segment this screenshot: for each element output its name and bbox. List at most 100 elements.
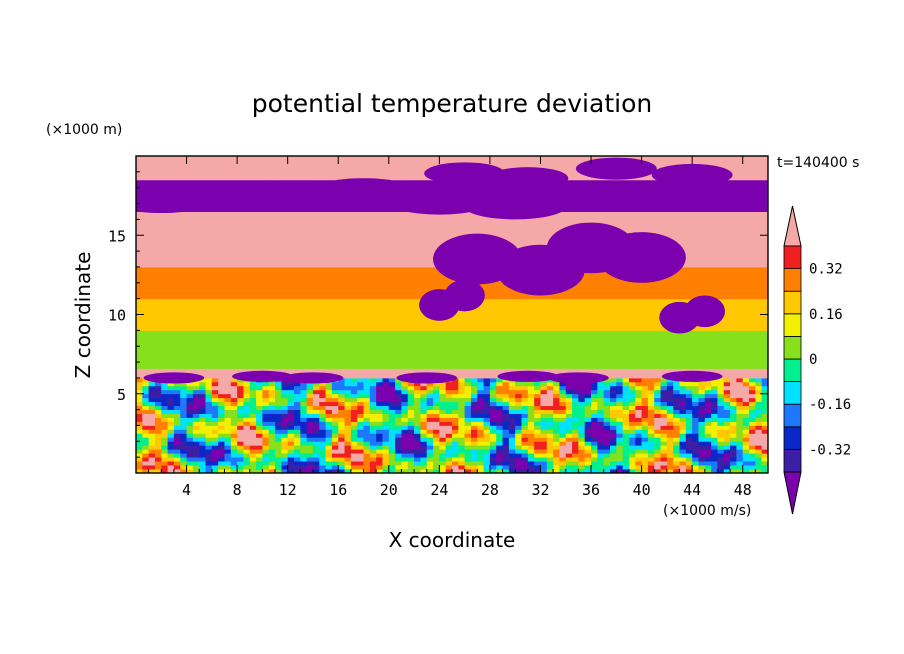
contour-cell [755, 421, 763, 426]
contour-cell [439, 413, 447, 418]
contour-cell [180, 445, 187, 450]
contour-cell [458, 377, 466, 383]
contour-cell [173, 381, 181, 387]
contour-cell [666, 445, 674, 450]
contour-cell [603, 389, 611, 395]
contour-cell [243, 389, 251, 395]
contour-cell [647, 393, 655, 399]
contour-cell [470, 457, 478, 462]
contour-cell [262, 453, 270, 458]
contour-cell [654, 457, 661, 462]
contour-cell [376, 445, 383, 450]
contour-cell [388, 425, 396, 430]
contour-cell [306, 405, 314, 410]
contour-cell [692, 397, 699, 403]
contour-cell [610, 397, 617, 403]
contour-cell [641, 377, 649, 383]
contour-cell [464, 405, 472, 410]
contour-cell [692, 429, 699, 434]
contour-cell [218, 433, 225, 438]
contour-cell [723, 461, 731, 466]
contour-cell [287, 425, 295, 430]
contour-cell [572, 397, 579, 403]
contour-cell [382, 469, 390, 473]
contour-cell [382, 405, 390, 410]
contour-cell [287, 433, 295, 438]
contour-cell [610, 433, 617, 438]
contour-cell [426, 461, 434, 466]
contour-cell [218, 409, 225, 414]
contour-cell [199, 393, 206, 399]
contour-cell [452, 381, 459, 387]
contour-cell [350, 445, 358, 450]
contour-cell [578, 461, 586, 466]
contour-cell [167, 393, 175, 399]
contour-cell [603, 393, 611, 399]
contour-cell [464, 453, 472, 458]
contour-cell [742, 417, 750, 422]
contour-cell [186, 397, 194, 403]
contour-cell [180, 393, 187, 399]
contour-cell [154, 433, 162, 438]
contour-cell [306, 469, 314, 473]
contour-cell [256, 405, 263, 410]
contour-blob [424, 162, 506, 185]
contour-cell [167, 441, 175, 446]
contour-cell [540, 409, 548, 414]
contour-cell [660, 437, 668, 442]
contour-cell [173, 465, 181, 470]
contour-cell [470, 433, 478, 438]
contour-cell [199, 401, 206, 407]
contour-cell [237, 425, 244, 430]
contour-cell [382, 453, 390, 458]
contour-cell [704, 449, 712, 454]
contour-cell [527, 445, 535, 450]
contour-cell [635, 381, 642, 387]
contour-cell [559, 397, 567, 403]
contour-cell [357, 445, 364, 450]
contour-cell [256, 437, 263, 442]
contour-cell [761, 441, 768, 446]
contour-cell [470, 469, 478, 473]
contour-cell [660, 421, 668, 426]
contour-cell [192, 425, 200, 430]
contour-cell [148, 413, 156, 418]
contour-cell [136, 469, 143, 473]
contour-cell [458, 469, 466, 473]
contour-cell [717, 465, 725, 470]
contour-cell [357, 421, 364, 426]
contour-cell [755, 433, 763, 438]
colorbar-upper-extension [783, 205, 802, 247]
contour-cell [192, 457, 200, 462]
contour-cell [439, 433, 447, 438]
contour-cell [161, 397, 168, 403]
contour-cell [173, 401, 181, 407]
contour-cell [268, 433, 276, 438]
contour-cell [350, 441, 358, 446]
contour-cell [647, 453, 655, 458]
contour-cell [616, 425, 624, 430]
contour-cell [243, 445, 251, 450]
contour-cell [338, 405, 345, 410]
x-tick-label: 16 [329, 481, 347, 499]
contour-cell [192, 465, 200, 470]
contour-cell [527, 433, 535, 438]
contour-cell [584, 381, 592, 387]
contour-cell [452, 401, 459, 407]
contour-cell [407, 449, 415, 454]
contour-cell [730, 453, 737, 458]
contour-cell [230, 453, 238, 458]
contour-cell [603, 381, 611, 387]
contour-cell [679, 433, 687, 438]
contour-cell [540, 413, 548, 418]
contour-cell [660, 445, 668, 450]
contour-cell [192, 417, 200, 422]
contour-cell [294, 429, 301, 434]
contour-cell [180, 405, 187, 410]
colorbar-label: -0.32 [809, 442, 851, 458]
contour-cell [287, 457, 295, 462]
contour-cell [154, 441, 162, 446]
contour-cell [489, 437, 497, 442]
contour-cell [559, 413, 567, 418]
contour-cell [407, 385, 415, 391]
